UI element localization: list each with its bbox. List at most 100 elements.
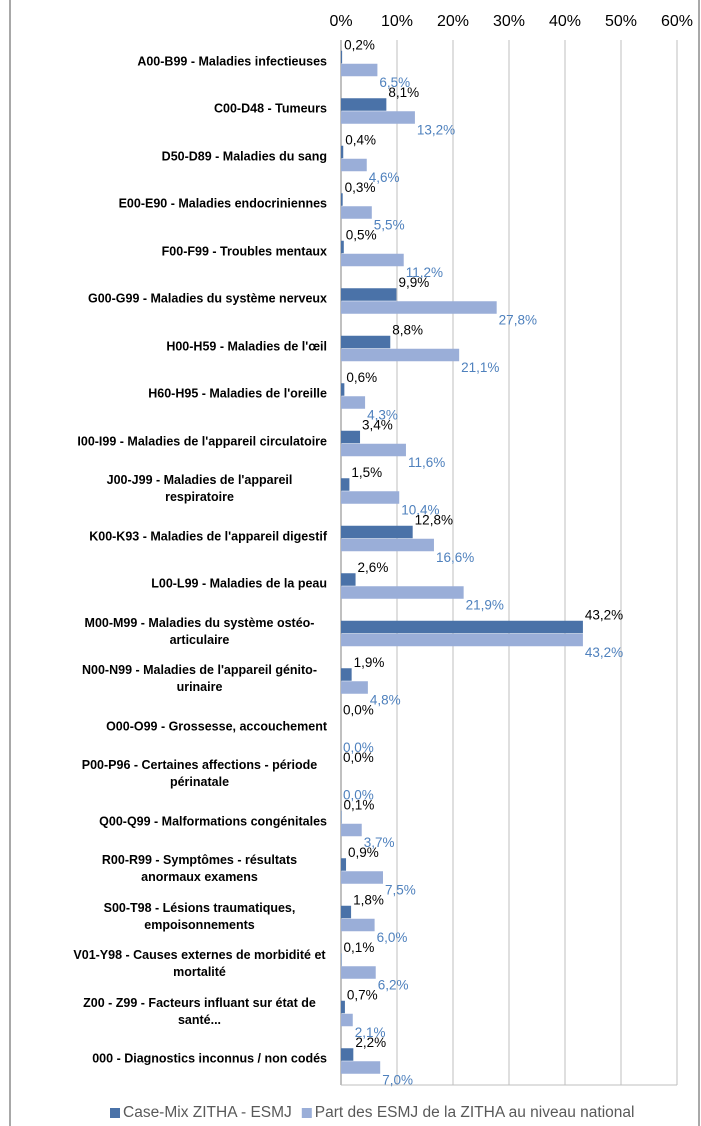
value-label: 6,2% [378,977,409,992]
bar [341,905,352,919]
bar [341,50,343,64]
bar [341,348,460,362]
x-tick-label: 30% [493,13,525,30]
value-label: 3,7% [364,835,395,850]
value-label: 0,5% [346,227,377,242]
category-text: P00-P96 - Certaines affections - période… [81,758,318,790]
bar [341,918,375,932]
category-text: M00-M99 - Maladies du système ostéo-arti… [84,615,315,647]
category-label: Q00-Q99 - Malformations congénitales [40,813,327,830]
category-label: C00-D48 - Tumeurs [40,101,327,118]
bar [341,206,372,219]
category-label: A00-B99 - Maladies infectieuses [40,53,327,70]
value-label: 1,5% [351,465,382,480]
value-label: 0,6% [346,370,377,385]
value-label: 0,0% [343,740,374,755]
category-text: R00-R99 - Symptômes - résultats anormaux… [101,853,298,885]
value-label: 0,0% [343,750,374,765]
category-label: S00-T98 - Lésions traumatiques, empoison… [40,900,327,934]
legend-swatch [110,1108,120,1118]
category-label: I00-I99 - Maladies de l'appareil circula… [40,433,327,450]
category-label: P00-P96 - Certaines affections - période… [40,757,327,791]
category-text: O00-O99 - Grossesse, accouchement [106,719,327,734]
category-text: A00-B99 - Maladies infectieuses [137,54,327,69]
value-label: 0,1% [344,940,375,955]
category-label: O00-O99 - Grossesse, accouchement [40,718,327,735]
value-label: 1,9% [354,655,385,670]
value-label: 0,9% [348,845,379,860]
bar [341,145,344,159]
value-label: 43,2% [585,607,623,622]
category-label: J00-J99 - Maladies de l'appareil respira… [40,472,327,506]
x-tick-label: 10% [381,13,413,30]
x-tick-label: 0% [329,13,352,30]
category-label: V01-Y98 - Causes externes de morbidité e… [40,947,327,981]
bar [341,158,367,172]
bar [341,681,368,694]
category-label: L00-L99 - Maladies de la peau [40,576,327,593]
bar [341,966,376,979]
category-text: Q00-Q99 - Malformations congénitales [99,814,327,829]
value-label: 4,8% [370,692,401,707]
category-label: H00-H59 - Maladies de l'œil [40,338,327,355]
category-label: G00-G99 - Maladies du système nerveux [40,291,327,308]
bar [341,573,356,586]
value-label: 12,8% [415,512,453,527]
value-label: 9,9% [398,275,429,290]
value-label: 0,0% [343,702,374,717]
category-text: V01-Y98 - Causes externes de morbidité e… [73,948,326,980]
bar [341,1013,353,1027]
bar [341,240,344,254]
value-label: 2,1% [355,1025,386,1040]
bar [341,620,583,634]
category-text: J00-J99 - Maladies de l'appareil respira… [106,473,293,505]
bar [341,538,434,552]
value-label: 43,2% [585,645,623,660]
category-text: N00-N99 - Maladies de l'appareil génito-… [82,663,317,695]
category-text: H00-H59 - Maladies de l'œil [166,339,327,354]
category-text: D50-D89 - Maladies du sang [161,149,327,164]
category-text: E00-E90 - Maladies endocriniennes [118,196,327,211]
value-label: 13,2% [417,122,455,137]
value-label: 16,6% [436,550,474,565]
x-tick-label: 50% [605,13,637,30]
value-label: 21,1% [461,360,499,375]
value-label: 0,0% [343,787,374,802]
category-text: G00-G99 - Maladies du système nerveux [88,291,327,306]
bar [341,668,352,681]
bar [341,335,391,349]
x-tick-label: 20% [437,13,469,30]
category-text: L00-L99 - Maladies de la peau [151,576,327,591]
category-text: C00-D48 - Tumeurs [214,101,327,116]
bar [341,810,342,824]
category-label: 000 - Diagnostics inconnus / non codés [40,1051,327,1068]
bar [341,478,350,491]
bar [341,1000,345,1014]
bar [341,301,497,314]
legend-label: Part des ESMJ de la ZITHA au niveau nati… [315,1104,635,1121]
category-label: M00-M99 - Maladies du système ostéo-arti… [40,615,327,649]
bar [341,443,406,457]
chart-frame [9,0,700,1126]
bar [341,633,583,647]
value-label: 27,8% [499,312,537,327]
category-text: H60-H95 - Maladies de l'oreille [148,386,327,401]
value-label: 6,5% [379,75,410,90]
category-label: Z00 - Z99 - Facteurs influant sur état d… [40,995,327,1029]
value-label: 11,6% [408,455,445,470]
bar [341,383,345,396]
bar [341,491,400,504]
category-text: 000 - Diagnostics inconnus / non codés [92,1051,327,1066]
bar [341,586,464,599]
value-label: 8,1% [388,85,419,100]
category-text: S00-T98 - Lésions traumatiques, empoison… [103,900,296,932]
value-label: 0,1% [344,797,375,812]
category-text: K00-K93 - Maladies de l'appareil digesti… [89,529,327,544]
value-label: 8,8% [392,322,423,337]
value-label: 2,2% [355,1035,386,1050]
bar [341,858,347,871]
bar [341,823,362,837]
bar [341,193,343,206]
value-label: 7,0% [382,1072,413,1087]
